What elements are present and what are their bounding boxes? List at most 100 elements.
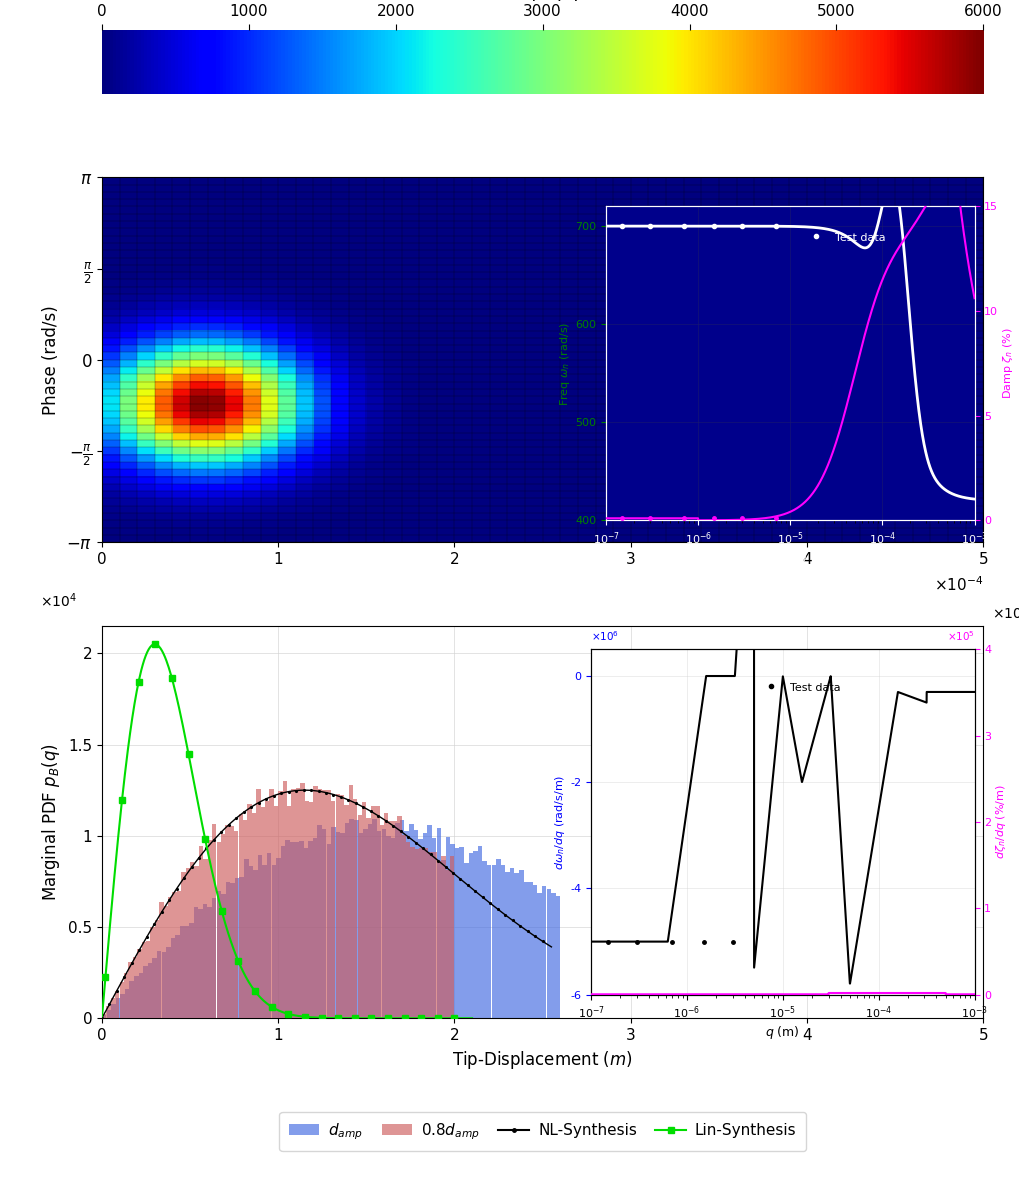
Lin-Synthesis [348, 1011, 361, 1025]
Lin-Synthesis [166, 672, 178, 686]
Line: NL-Synthesis: NL-Synthesis [100, 788, 544, 1019]
Bar [528, 883, 533, 1018]
Bar [239, 877, 244, 1018]
Bar [390, 837, 395, 1018]
Bar [191, 862, 195, 1018]
Bar [234, 830, 238, 1018]
Bar [386, 836, 390, 1018]
Bar [305, 802, 309, 1018]
Bar [195, 866, 199, 1018]
Bar [450, 856, 454, 1018]
Lin-Synthesis [149, 637, 161, 651]
Lin-Synthesis [365, 1011, 377, 1025]
Bar [129, 980, 133, 1018]
Bar [282, 780, 287, 1018]
Bar [199, 910, 203, 1018]
Bar [450, 843, 454, 1018]
Bar [135, 977, 139, 1018]
Bar [157, 950, 161, 1018]
Bar [229, 825, 234, 1018]
Bar [555, 897, 560, 1018]
Bar [184, 925, 189, 1018]
Bar [363, 829, 368, 1018]
Bar [116, 998, 120, 1018]
Bar [427, 825, 432, 1018]
Bar [533, 885, 537, 1018]
Bar [318, 788, 322, 1018]
Bar [362, 802, 366, 1018]
Bar [244, 859, 249, 1018]
Bar [415, 849, 419, 1018]
Bar [162, 952, 166, 1018]
Bar [359, 834, 363, 1018]
Bar [216, 842, 221, 1018]
Bar [280, 846, 285, 1018]
Lin-Synthesis [299, 1010, 311, 1024]
Bar [515, 873, 519, 1018]
Bar [344, 805, 348, 1018]
Bar [190, 923, 194, 1018]
NL-Synthesis [298, 782, 310, 797]
Bar [207, 906, 212, 1018]
NL-Synthesis [223, 817, 235, 831]
Bar [418, 838, 423, 1018]
NL-Synthesis [536, 934, 548, 948]
Bar [194, 906, 198, 1018]
Bar [221, 893, 225, 1018]
Bar [212, 898, 216, 1018]
Bar [460, 847, 464, 1018]
Bar [445, 871, 450, 1018]
Lin-Synthesis [282, 1006, 294, 1021]
Bar [262, 865, 267, 1018]
Bar [125, 989, 129, 1018]
Bar [309, 803, 314, 1018]
Bar [139, 973, 143, 1018]
NL-Synthesis [380, 813, 392, 828]
Bar [159, 902, 164, 1018]
Bar [411, 847, 415, 1018]
Bar [392, 821, 397, 1018]
Bar [111, 998, 115, 1018]
Bar [301, 782, 305, 1018]
Lin-Synthesis [316, 1011, 328, 1025]
Line: Lin-Synthesis: Lin-Synthesis [102, 641, 458, 1022]
Bar [243, 821, 248, 1018]
Bar [119, 981, 124, 1018]
NL-Synthesis [237, 805, 250, 819]
X-axis label: PDF $p(q,\,\beta)$: PDF $p(q,\,\beta)$ [492, 0, 593, 4]
Bar [441, 856, 445, 1018]
Bar [276, 859, 280, 1018]
Lin-Synthesis [199, 833, 211, 847]
Bar [375, 806, 379, 1018]
Bar [175, 935, 179, 1018]
Text: $\times10^4$: $\times10^4$ [40, 592, 77, 610]
Bar [208, 841, 212, 1018]
Y-axis label: Marginal PDF $p_B(q)$: Marginal PDF $p_B(q)$ [41, 743, 62, 902]
Bar [350, 819, 354, 1018]
Lin-Synthesis [398, 1011, 411, 1025]
Bar [344, 823, 350, 1018]
Bar [181, 872, 185, 1018]
Bar [377, 831, 381, 1018]
Bar [120, 994, 124, 1018]
Bar [102, 1016, 106, 1018]
Bar [473, 852, 478, 1018]
Bar [428, 853, 432, 1018]
Lin-Synthesis [448, 1011, 461, 1025]
Bar [225, 825, 229, 1018]
Bar [551, 893, 555, 1018]
Bar [138, 949, 142, 1018]
Bar [326, 844, 331, 1018]
Bar [278, 792, 282, 1018]
Bar [289, 842, 294, 1018]
Bar [414, 830, 418, 1018]
Bar [367, 818, 371, 1018]
Bar [221, 835, 225, 1018]
Text: $\times10^{-4}$: $\times10^{-4}$ [993, 604, 1019, 622]
Lin-Synthesis [232, 954, 245, 968]
Bar [238, 813, 243, 1018]
Bar [409, 824, 414, 1018]
Bar [445, 837, 450, 1018]
Bar [380, 824, 384, 1018]
Bar [299, 841, 304, 1018]
